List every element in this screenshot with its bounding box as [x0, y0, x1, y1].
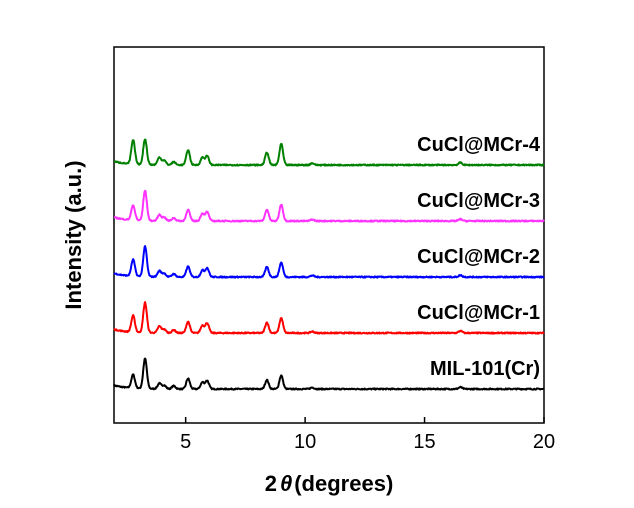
series-layer	[113, 138, 545, 391]
series-line-1	[113, 301, 545, 335]
x-tick-label: 10	[294, 431, 316, 453]
x-axis-title: 2 θ(degrees)	[265, 471, 394, 496]
series-line-3	[113, 189, 545, 223]
y-axis-title: Intensity (a.u.)	[61, 160, 86, 309]
series-label-1: CuCl@MCr-1	[417, 302, 540, 324]
series-label-layer: MIL-101(Cr) CuCl@MCr-1 CuCl@MCr-2 CuCl@MCr-…	[417, 134, 541, 380]
series-line-0	[113, 357, 545, 391]
series-line-2	[113, 245, 545, 279]
series-label-3: CuCl@MCr-3	[417, 190, 540, 212]
series-label-2: CuCl@MCr-2	[417, 246, 540, 268]
x-axis-ticks: 5 10 15 20	[180, 417, 555, 453]
plot-frame	[113, 46, 545, 424]
x-tick-label: 5	[180, 431, 191, 453]
series-label-0: MIL-101(Cr)	[430, 358, 540, 380]
x-tick-label: 20	[533, 431, 555, 453]
series-line-4	[113, 138, 545, 167]
series-label-4: CuCl@MCr-4	[417, 134, 541, 156]
x-tick-label: 15	[413, 431, 435, 453]
